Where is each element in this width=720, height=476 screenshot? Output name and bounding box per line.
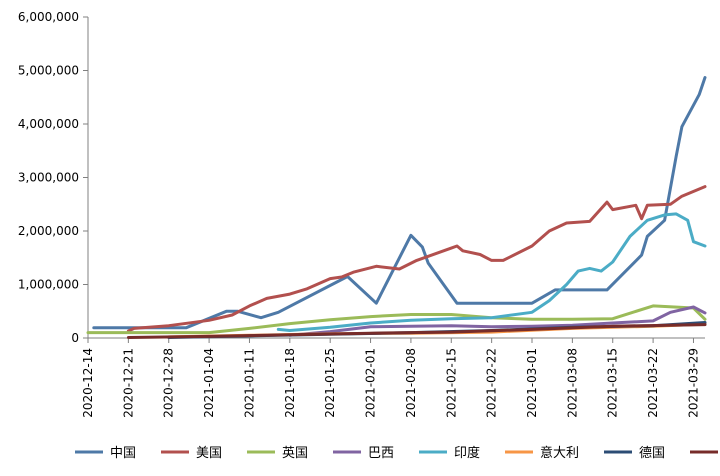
y-tick-label: 4,000,000 <box>18 117 79 131</box>
legend-label: 英国 <box>282 446 308 461</box>
x-tick-label: 2020-12-14 <box>81 348 95 418</box>
x-tick-label: 2021-01-11 <box>242 348 256 418</box>
y-tick-label: 1,000,000 <box>18 278 79 292</box>
y-tick-label: 2,000,000 <box>18 224 79 238</box>
series-line <box>276 212 707 332</box>
y-axis: 0 1,000,000 2,000,000 3,000,000 4,000,000 5,0… <box>18 10 89 345</box>
x-tick-label: 2021-03-08 <box>565 348 579 418</box>
legend-label: 意大利 <box>540 445 579 461</box>
y-tick-label: 0 <box>71 331 79 345</box>
series-line <box>288 305 707 337</box>
series-layer <box>86 76 707 339</box>
series-line <box>126 185 707 333</box>
x-tick-label: 2021-01-04 <box>202 348 216 418</box>
legend-label: 德国 <box>639 446 665 461</box>
x-tick-label: 2020-12-21 <box>121 348 135 418</box>
y-tick-label: 5,000,000 <box>18 64 79 78</box>
x-tick-label: 2021-02-08 <box>404 348 418 418</box>
x-axis: 2020-12-14 2020-12-21 2020-12-28 2021-01-04… <box>81 337 705 418</box>
x-tick-label: 2021-01-25 <box>323 348 337 418</box>
x-tick-label: 2021-03-15 <box>606 348 620 418</box>
x-tick-label: 2021-01-18 <box>283 348 297 418</box>
x-tick-label: 2021-03-22 <box>646 348 660 418</box>
legend: 中国美国英国巴西印度意大利德国法国 <box>75 445 718 461</box>
y-tick-label: 3,000,000 <box>18 171 79 185</box>
y-tick-label: 6,000,000 <box>18 10 79 24</box>
legend-label: 中国 <box>110 446 136 461</box>
series-line <box>92 76 707 330</box>
x-tick-label: 2021-02-22 <box>485 348 499 418</box>
x-tick-label: 2021-02-01 <box>364 348 378 418</box>
legend-label: 印度 <box>454 445 480 461</box>
x-tick-label: 2020-12-28 <box>162 348 176 418</box>
x-tick-label: 2021-03-01 <box>525 348 539 418</box>
x-tick-label: 2021-02-15 <box>444 348 458 418</box>
legend-label: 巴西 <box>368 446 394 461</box>
series-line <box>86 304 707 335</box>
legend-label: 美国 <box>196 446 222 461</box>
series-line <box>126 323 707 339</box>
x-tick-label: 2021-03-29 <box>686 348 700 418</box>
